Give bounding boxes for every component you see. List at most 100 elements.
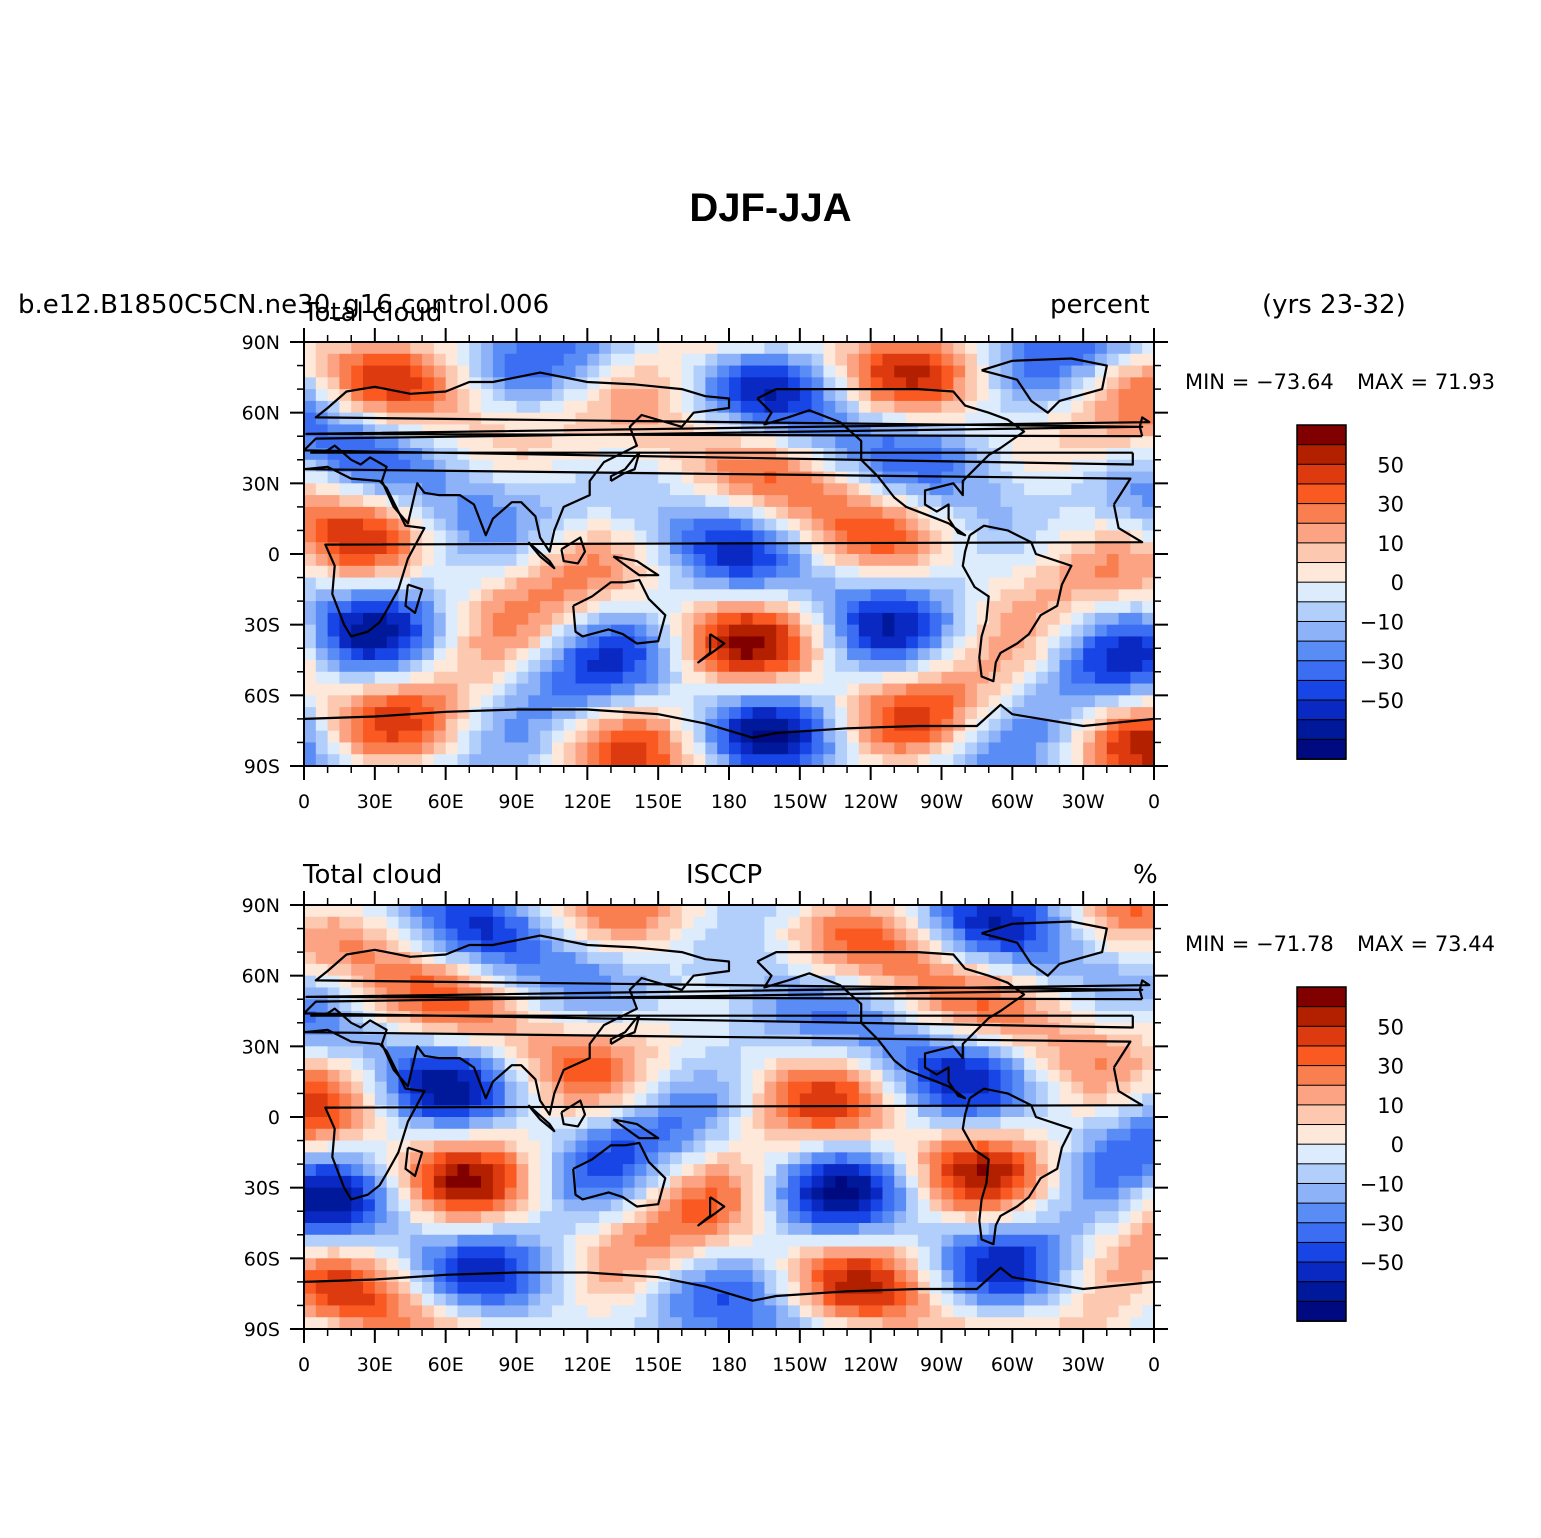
- field-cell: [363, 660, 376, 673]
- field-cell: [669, 683, 683, 696]
- field-cell: [1130, 1046, 1143, 1059]
- field-cell: [894, 1011, 907, 1024]
- field-cell: [729, 1128, 742, 1142]
- field-cell: [1059, 1234, 1072, 1248]
- field-cell: [681, 353, 695, 367]
- field-cell: [882, 389, 895, 402]
- field-cell: [351, 353, 364, 367]
- field-cell: [634, 459, 647, 473]
- field-cell: [422, 389, 435, 402]
- field-cell: [1000, 1046, 1013, 1059]
- field-cell: [410, 648, 423, 661]
- field-cell: [339, 1211, 352, 1224]
- field-cell: [528, 1152, 541, 1165]
- field-cell: [1118, 342, 1131, 355]
- field-cell: [681, 1058, 695, 1071]
- field-cell: [917, 1258, 931, 1271]
- field-cell: [740, 636, 754, 649]
- field-cell: [776, 683, 789, 696]
- field-cell: [847, 928, 860, 941]
- field-cell: [433, 436, 447, 449]
- field-cell: [894, 624, 907, 638]
- panel2-units-label: %: [1133, 860, 1158, 890]
- field-cell: [575, 905, 588, 918]
- field-cell: [693, 1105, 706, 1118]
- field-cell: [823, 671, 836, 685]
- field-cell: [610, 400, 624, 414]
- field-cell: [705, 1105, 718, 1118]
- field-cell: [1071, 530, 1084, 543]
- field-cell: [882, 1117, 895, 1130]
- field-cell: [835, 389, 848, 402]
- field-cell: [315, 754, 329, 766]
- field-cell: [870, 1058, 884, 1071]
- field-cell: [941, 1175, 954, 1189]
- field-cell: [669, 1105, 683, 1118]
- field-cell: [1071, 695, 1084, 708]
- field-cell: [953, 1164, 966, 1177]
- field-cell: [976, 905, 990, 918]
- field-cell: [858, 671, 872, 685]
- field-cell: [646, 905, 659, 918]
- field-cell: [469, 624, 482, 638]
- field-cell: [906, 365, 919, 378]
- field-cell: [941, 1117, 954, 1130]
- field-cell: [965, 448, 978, 461]
- field-cell: [1118, 754, 1131, 766]
- field-cell: [445, 1034, 459, 1047]
- field-cell: [882, 1175, 895, 1189]
- field-cell: [599, 612, 612, 626]
- field-cell: [398, 365, 411, 378]
- field-cell: [717, 952, 730, 965]
- field-cell: [398, 353, 411, 367]
- field-cell: [1000, 707, 1013, 720]
- field-cell: [1094, 648, 1108, 661]
- field-cell: [917, 707, 931, 720]
- field-cell: [858, 707, 872, 720]
- field-cell: [811, 1117, 825, 1130]
- field-cell: [422, 1117, 435, 1130]
- field-cell: [776, 400, 789, 414]
- field-cell: [870, 636, 884, 649]
- field-cell: [788, 554, 801, 567]
- field-cell: [481, 952, 494, 965]
- field-cell: [1071, 1117, 1084, 1130]
- field-cell: [1035, 683, 1049, 696]
- field-cell: [882, 975, 895, 989]
- field-cell: [835, 542, 848, 555]
- field-cell: [516, 542, 529, 555]
- field-cell: [398, 648, 411, 661]
- field-cell: [304, 1069, 317, 1083]
- field-cell: [788, 730, 801, 744]
- field-cell: [315, 1034, 329, 1047]
- field-cell: [540, 648, 553, 661]
- field-cell: [374, 1140, 388, 1153]
- field-cell: [351, 730, 364, 744]
- field-cell: [433, 695, 447, 708]
- field-cell: [304, 1093, 317, 1106]
- field-cell: [516, 636, 529, 649]
- field-cell: [729, 1164, 742, 1177]
- field-cell: [386, 471, 400, 484]
- field-cell: [1024, 1011, 1037, 1024]
- field-cell: [528, 718, 541, 732]
- field-cell: [587, 377, 600, 390]
- field-cell: [351, 1069, 364, 1083]
- field-cell: [894, 1234, 907, 1248]
- field-cell: [457, 365, 470, 378]
- field-cell: [445, 365, 459, 378]
- field-cell: [1024, 648, 1037, 661]
- field-cell: [882, 1011, 895, 1024]
- field-cell: [504, 1022, 518, 1036]
- field-cell: [1142, 952, 1154, 965]
- field-cell: [705, 707, 718, 720]
- field-cell: [1083, 940, 1096, 953]
- field-cell: [894, 671, 907, 685]
- field-cell: [1059, 1164, 1072, 1177]
- field-cell: [681, 1175, 695, 1189]
- field-cell: [953, 742, 966, 755]
- field-cell: [847, 601, 860, 614]
- field-cell: [776, 940, 789, 953]
- field-cell: [1047, 1128, 1061, 1142]
- field-cell: [693, 342, 706, 355]
